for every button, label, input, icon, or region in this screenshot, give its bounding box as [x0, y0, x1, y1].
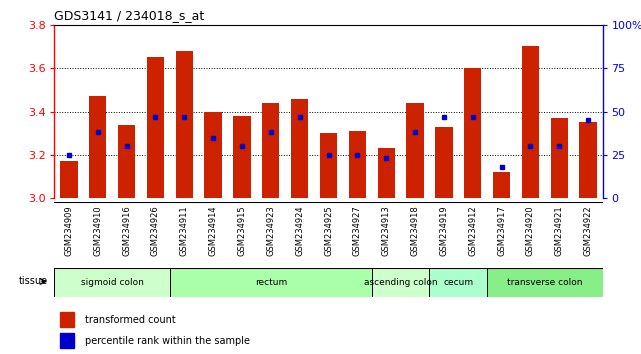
Bar [262, 103, 279, 198]
Bar [493, 172, 510, 198]
Bar [579, 122, 597, 198]
Text: GSM234911: GSM234911 [179, 205, 189, 256]
Bar [372, 268, 429, 297]
Text: GSM234917: GSM234917 [497, 205, 506, 256]
Bar [378, 148, 395, 198]
Text: cecum: cecum [444, 278, 473, 287]
Bar [60, 161, 78, 198]
Text: GSM234918: GSM234918 [410, 205, 420, 256]
Text: GSM234926: GSM234926 [151, 205, 160, 256]
Text: GSM234910: GSM234910 [93, 205, 103, 256]
Text: GSM234927: GSM234927 [353, 205, 362, 256]
Text: GSM234913: GSM234913 [381, 205, 391, 256]
Bar [320, 133, 337, 198]
Text: percentile rank within the sample: percentile rank within the sample [85, 336, 249, 346]
Bar [291, 98, 308, 198]
Text: GSM234923: GSM234923 [266, 205, 276, 256]
Text: GSM234925: GSM234925 [324, 205, 333, 256]
Text: GSM234920: GSM234920 [526, 205, 535, 256]
Bar [522, 46, 539, 198]
Text: GSM234909: GSM234909 [64, 205, 74, 256]
Text: transformed count: transformed count [85, 315, 176, 325]
Bar [176, 51, 193, 198]
Text: rectum: rectum [254, 278, 287, 287]
Bar [204, 112, 222, 198]
Bar [233, 116, 251, 198]
Bar [435, 127, 453, 198]
Bar [54, 268, 170, 297]
Text: GSM234916: GSM234916 [122, 205, 131, 256]
Text: sigmoid colon: sigmoid colon [81, 278, 144, 287]
Bar [170, 268, 372, 297]
Bar [406, 103, 424, 198]
Text: tissue: tissue [19, 276, 48, 286]
Text: GDS3141 / 234018_s_at: GDS3141 / 234018_s_at [54, 9, 204, 22]
Bar [487, 268, 603, 297]
Bar [118, 125, 135, 198]
Bar [349, 131, 366, 198]
Text: GSM234919: GSM234919 [439, 205, 449, 256]
Bar [147, 57, 164, 198]
Text: GSM234922: GSM234922 [583, 205, 593, 256]
Text: GSM234921: GSM234921 [554, 205, 564, 256]
Bar [551, 118, 568, 198]
Text: ascending colon: ascending colon [364, 278, 437, 287]
Bar [60, 333, 74, 348]
Text: GSM234924: GSM234924 [295, 205, 304, 256]
Bar [89, 96, 106, 198]
Bar [429, 268, 487, 297]
Bar [464, 68, 481, 198]
Text: GSM234914: GSM234914 [208, 205, 218, 256]
Text: GSM234912: GSM234912 [468, 205, 478, 256]
Bar [60, 312, 74, 327]
Text: GSM234915: GSM234915 [237, 205, 247, 256]
Text: transverse colon: transverse colon [507, 278, 583, 287]
